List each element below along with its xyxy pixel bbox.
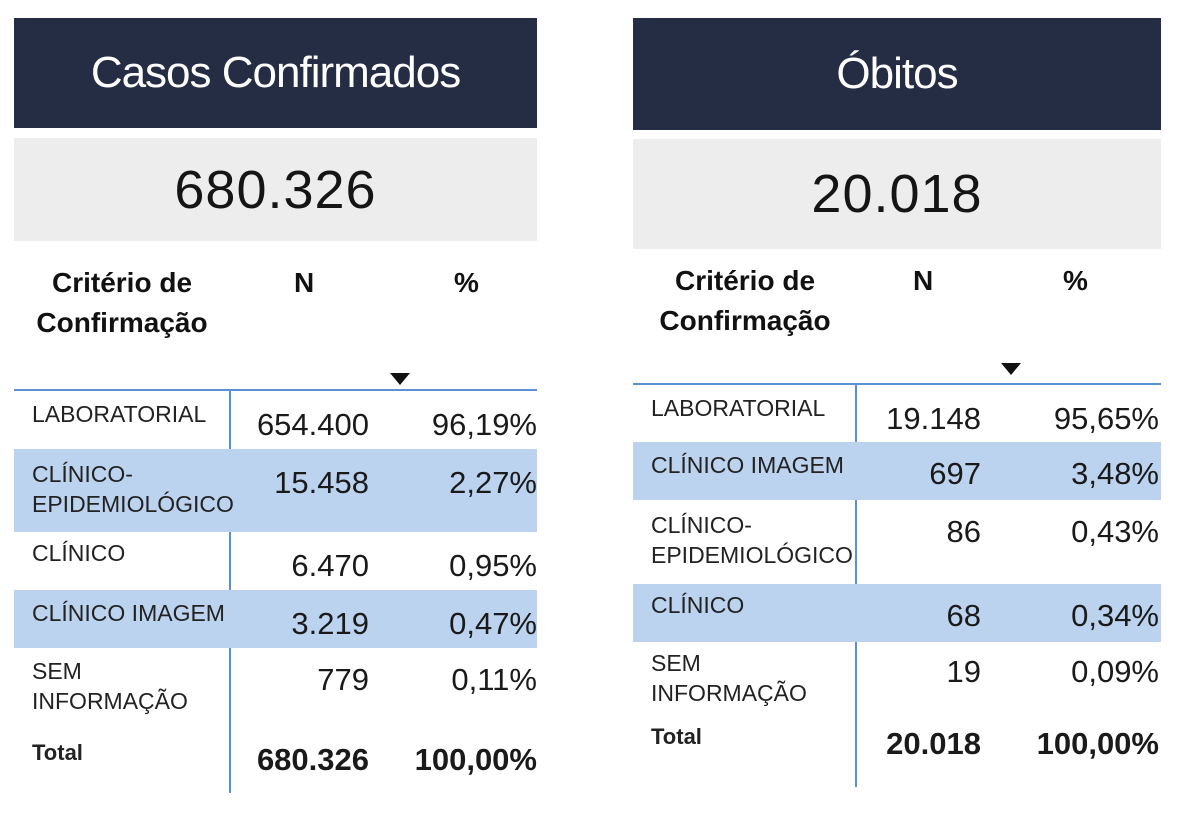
row-label: CLÍNICO IMAGEM <box>651 452 844 478</box>
total-n: 680.326 <box>256 742 369 777</box>
row-n: 68 <box>946 598 981 633</box>
sort-descending-icon[interactable] <box>390 373 410 385</box>
row-label: LABORATORIAL <box>32 401 207 427</box>
row-n: 19 <box>946 654 981 689</box>
casos-table-header: Critério de Confirmação N % <box>14 241 537 391</box>
row-pct: 0,43% <box>1071 514 1159 549</box>
table-row[interactable]: LABORATORIAL 654.400 96,19% <box>14 391 537 449</box>
row-label: CLÍNICO <box>32 540 126 566</box>
total-pct: 100,00% <box>414 742 537 777</box>
total-row: Total 20.018 100,00% <box>633 722 1161 782</box>
casos-header-pct[interactable]: % <box>454 267 479 298</box>
table-row[interactable]: CLÍNICO 68 0,34% <box>633 584 1161 642</box>
casos-table: LABORATORIAL 654.400 96,19% CLÍNICO-EPID… <box>14 391 537 793</box>
row-label: CLÍNICO-EPIDEMIOLÓGICO <box>32 461 234 517</box>
obitos-header-criterio[interactable]: Critério de Confirmação <box>659 265 831 336</box>
table-row[interactable]: CLÍNICO-EPIDEMIOLÓGICO 15.458 2,27% <box>14 449 537 532</box>
row-pct: 0,34% <box>1071 598 1159 633</box>
sort-descending-icon[interactable] <box>1001 363 1021 375</box>
row-n: 6.470 <box>291 548 369 583</box>
row-n: 19.148 <box>886 401 981 436</box>
header-divider <box>14 389 537 391</box>
row-pct: 2,27% <box>449 465 537 500</box>
table-row[interactable]: CLÍNICO IMAGEM 3.219 0,47% <box>14 590 537 648</box>
row-label: CLÍNICO <box>651 592 745 618</box>
row-pct: 0,09% <box>1071 654 1159 689</box>
total-label: Total <box>32 740 83 765</box>
row-label: CLÍNICO-EPIDEMIOLÓGICO <box>651 512 853 568</box>
obitos-header-pct[interactable]: % <box>1063 265 1088 296</box>
total-label: Total <box>651 724 702 749</box>
casos-header-criterio[interactable]: Critério de Confirmação <box>36 267 208 338</box>
obitos-table-header: Critério de Confirmação N % <box>633 249 1161 385</box>
obitos-table: LABORATORIAL 19.148 95,65% CLÍNICO IMAGE… <box>633 385 1161 787</box>
row-n: 86 <box>946 514 981 549</box>
row-n: 779 <box>317 662 369 697</box>
row-label: SEM INFORMAÇÃO <box>651 650 807 706</box>
casos-header-n[interactable]: N <box>294 267 315 298</box>
total-row: Total 680.326 100,00% <box>14 736 537 791</box>
table-row[interactable]: CLÍNICO IMAGEM 697 3,48% <box>633 442 1161 500</box>
row-label: LABORATORIAL <box>651 395 826 421</box>
casos-title: Casos Confirmados <box>14 18 537 128</box>
row-n: 654.400 <box>256 407 369 442</box>
obitos-title: Óbitos <box>633 18 1161 130</box>
header-divider <box>633 383 1161 385</box>
row-pct: 96,19% <box>431 407 537 442</box>
total-pct: 100,00% <box>1036 726 1159 761</box>
row-pct: 3,48% <box>1071 456 1159 491</box>
table-row[interactable]: SEM INFORMAÇÃO 779 0,11% <box>14 648 537 736</box>
table-row[interactable]: CLÍNICO-EPIDEMIOLÓGICO 86 0,43% <box>633 500 1161 584</box>
row-n: 697 <box>929 456 981 491</box>
row-pct: 0,11% <box>451 662 537 697</box>
table-row[interactable]: SEM INFORMAÇÃO 19 0,09% <box>633 642 1161 722</box>
row-pct: 0,47% <box>449 606 537 641</box>
row-n: 15.458 <box>274 465 369 500</box>
casos-confirmados-panel: Casos Confirmados 680.326 Critério de Co… <box>14 18 537 793</box>
row-label: CLÍNICO IMAGEM <box>32 600 225 626</box>
total-n: 20.018 <box>886 726 981 761</box>
obitos-total-kpi: 20.018 <box>633 139 1161 249</box>
obitos-header-n[interactable]: N <box>913 265 934 296</box>
row-n: 3.219 <box>291 606 369 641</box>
obitos-panel: Óbitos 20.018 Critério de Confirmação N … <box>633 18 1161 787</box>
casos-total-kpi: 680.326 <box>14 138 537 241</box>
row-pct: 95,65% <box>1053 401 1159 436</box>
table-row[interactable]: CLÍNICO 6.470 0,95% <box>14 532 537 590</box>
row-label: SEM INFORMAÇÃO <box>32 658 188 714</box>
table-row[interactable]: LABORATORIAL 19.148 95,65% <box>633 385 1161 442</box>
row-pct: 0,95% <box>449 548 537 583</box>
